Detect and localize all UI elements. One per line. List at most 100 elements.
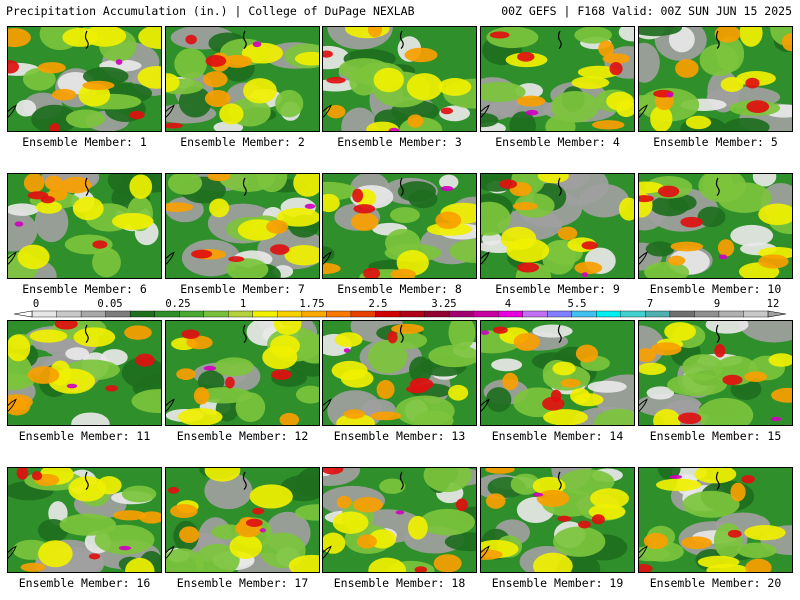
precip-blob bbox=[334, 332, 363, 347]
precip-blob bbox=[668, 27, 695, 53]
precip-blob bbox=[406, 73, 443, 101]
colorbar-segment bbox=[497, 310, 524, 318]
precip-blob bbox=[252, 507, 265, 515]
precip-blob bbox=[598, 40, 614, 57]
precip-blob bbox=[559, 469, 615, 495]
precip-blob bbox=[645, 241, 675, 257]
precip-blob bbox=[485, 493, 506, 509]
precip-blob bbox=[433, 554, 462, 572]
precip-blob bbox=[423, 468, 472, 493]
ensemble-map-panel bbox=[638, 26, 793, 132]
precip-blob bbox=[407, 515, 428, 540]
precip-blob bbox=[516, 95, 546, 107]
precip-blob bbox=[557, 226, 578, 241]
precip-blob bbox=[655, 478, 702, 492]
precip-blob bbox=[229, 534, 263, 559]
precip-blob bbox=[352, 188, 364, 203]
precip-blob bbox=[54, 321, 78, 330]
precip-blob bbox=[343, 348, 351, 353]
precip-blob bbox=[205, 55, 227, 67]
colorbar-tick-label: 1.75 bbox=[299, 298, 324, 310]
ensemble-map-panel bbox=[322, 320, 477, 426]
precip-blob bbox=[221, 54, 253, 68]
precip-blob bbox=[409, 356, 433, 384]
precip-blob bbox=[581, 272, 589, 278]
ensemble-member-label: Ensemble Member: 10 bbox=[649, 282, 782, 296]
precip-blob bbox=[38, 540, 73, 568]
precip-blob bbox=[669, 474, 683, 479]
precip-blob bbox=[29, 329, 68, 343]
precip-blob bbox=[193, 387, 210, 405]
coastline-outline bbox=[481, 251, 490, 265]
colorbar-segment bbox=[203, 310, 229, 318]
precip-blob bbox=[16, 468, 29, 480]
precip-blob bbox=[273, 321, 302, 336]
precip-blob bbox=[137, 65, 161, 89]
ensemble-map-panel bbox=[322, 26, 477, 132]
precip-blob bbox=[639, 348, 656, 363]
precip-blob bbox=[323, 262, 341, 275]
precip-blob bbox=[414, 410, 454, 425]
precip-blob bbox=[557, 515, 572, 522]
precip-blob bbox=[373, 67, 404, 93]
precip-blob bbox=[744, 371, 768, 383]
precip-blob bbox=[326, 105, 346, 119]
precip-blob bbox=[741, 475, 755, 484]
precip-blob bbox=[304, 203, 316, 209]
precip-blob bbox=[131, 389, 161, 414]
precip-blob bbox=[387, 331, 398, 344]
ensemble-member-label: Ensemble Member: 8 bbox=[337, 282, 462, 296]
precip-blob bbox=[590, 488, 629, 509]
precip-blob bbox=[406, 385, 428, 394]
precip-blob bbox=[295, 504, 319, 521]
precip-blob bbox=[166, 548, 204, 572]
colorbar-segment bbox=[448, 310, 475, 318]
precip-blob bbox=[682, 490, 740, 518]
precip-blob bbox=[245, 518, 263, 527]
precip-blob bbox=[745, 77, 760, 89]
precip-blob bbox=[639, 27, 683, 37]
precip-blob bbox=[349, 67, 379, 96]
colorbar-tick-label: 5.5 bbox=[568, 298, 587, 310]
precip-blob bbox=[166, 202, 194, 212]
precip-blob bbox=[694, 468, 737, 484]
precip-blob bbox=[513, 333, 540, 351]
precip-blob bbox=[481, 81, 526, 102]
precip-blob bbox=[697, 397, 754, 425]
precip-blob bbox=[391, 323, 424, 334]
coastline-outline bbox=[323, 251, 332, 265]
precip-blob bbox=[705, 321, 749, 334]
precip-blob bbox=[14, 221, 24, 227]
precip-blob bbox=[440, 185, 454, 192]
precip-blob bbox=[209, 198, 230, 218]
precip-blob bbox=[677, 412, 702, 425]
ensemble-member-label: Ensemble Member: 7 bbox=[180, 282, 305, 296]
precip-blob bbox=[204, 468, 241, 482]
precip-blob bbox=[681, 536, 713, 550]
precip-blob bbox=[606, 91, 634, 111]
precip-blob bbox=[643, 532, 669, 550]
ensemble-member-label: Ensemble Member: 5 bbox=[653, 135, 778, 149]
precip-blob bbox=[350, 212, 379, 231]
precip-blob bbox=[194, 543, 240, 572]
precip-blob bbox=[491, 358, 523, 372]
precip-blob bbox=[666, 92, 674, 98]
coastline-outline bbox=[639, 545, 648, 559]
precip-blob bbox=[176, 368, 196, 380]
precip-blob bbox=[587, 380, 627, 393]
coastline-outline bbox=[166, 251, 175, 265]
ensemble-member-label: Ensemble Member: 2 bbox=[180, 135, 305, 149]
colorbar-segment bbox=[596, 310, 622, 318]
precip-blob bbox=[213, 121, 244, 131]
colorbar-tick-label: 4 bbox=[505, 298, 511, 310]
precip-blob bbox=[532, 492, 544, 497]
precip-blob bbox=[356, 534, 377, 549]
precip-blob bbox=[537, 174, 569, 184]
precip-blob bbox=[259, 528, 267, 533]
precip-blob bbox=[49, 123, 61, 131]
precip-blob bbox=[739, 27, 763, 47]
precip-blob bbox=[72, 196, 104, 221]
precip-blob bbox=[670, 241, 704, 252]
precip-blob bbox=[177, 408, 223, 425]
precip-blob bbox=[509, 111, 536, 131]
